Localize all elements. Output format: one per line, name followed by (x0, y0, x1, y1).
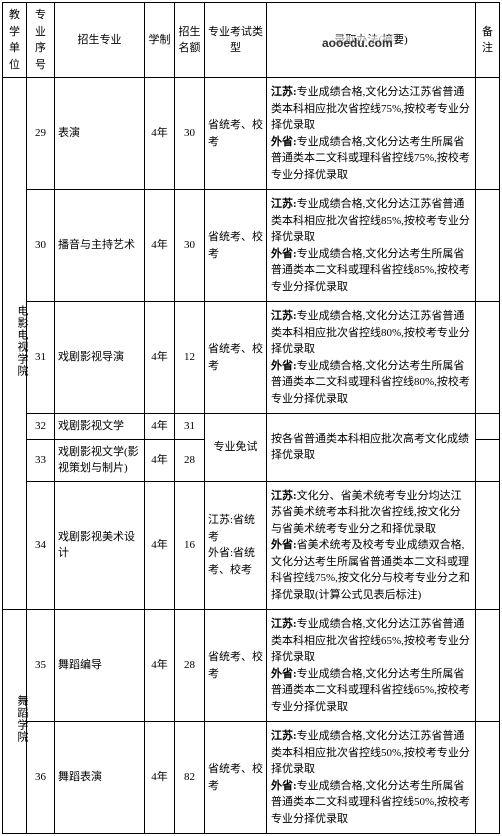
major-cell: 播音与主持艺术 (55, 190, 145, 302)
duration-cell: 4年 (145, 302, 175, 414)
table-row: 36舞蹈表演4年82省统考、校考江苏:专业成绩合格,文化分达江苏省普通类本科相应… (3, 722, 500, 834)
col-header: 备注 (476, 3, 500, 78)
exam-cell: 省统考、校考 (205, 610, 267, 722)
unit-cell: 电影电视学院 (3, 78, 27, 610)
col-header: 教学单位 (3, 3, 27, 78)
col-header: 招生专业 (55, 3, 145, 78)
exam-cell: 省统考、校考 (205, 190, 267, 302)
duration-cell: 4年 (145, 414, 175, 440)
quota-cell: 82 (175, 722, 205, 834)
table-body: 电影电视学院29表演4年30省统考、校考江苏:专业成绩合格,文化分达江苏省普通类… (3, 78, 500, 834)
major-cell: 戏剧影视文学 (55, 414, 145, 440)
note-cell (476, 190, 500, 302)
major-cell: 表演 (55, 78, 145, 190)
admission-cell: 江苏:专业成绩合格,文化分达江苏省普通类本科相应批次省控线65%,按校考专业分择… (267, 610, 476, 722)
admission-cell: 按各省普通类本科相应批次高考文化成绩择优录取 (267, 414, 476, 482)
col-header: 录取办法(摘要) (267, 3, 476, 78)
admission-cell: 江苏:专业成绩合格,文化分达江苏省普通类本科相应批次省控线50%,按校考专业分择… (267, 722, 476, 834)
col-header: 学制 (145, 3, 175, 78)
exam-cell: 省统考、校考 (205, 302, 267, 414)
quota-cell: 12 (175, 302, 205, 414)
quota-cell: 28 (175, 439, 205, 481)
admission-cell: 江苏:专业成绩合格,文化分达江苏省普通类本科相应批次省控线85%,按校考专业分择… (267, 190, 476, 302)
quota-cell: 31 (175, 414, 205, 440)
duration-cell: 4年 (145, 439, 175, 481)
seq-cell: 30 (27, 190, 55, 302)
table-header-row: 教学单位专业序号招生专业学制招生名额专业考试类型录取办法(摘要)备注 (3, 3, 500, 78)
major-cell: 舞蹈表演 (55, 722, 145, 834)
table-row: 30播音与主持艺术4年30省统考、校考江苏:专业成绩合格,文化分达江苏省普通类本… (3, 190, 500, 302)
seq-cell: 36 (27, 722, 55, 834)
major-cell: 戏剧影视导演 (55, 302, 145, 414)
table-row: 32戏剧影视文学4年31专业免试按各省普通类本科相应批次高考文化成绩择优录取 (3, 414, 500, 440)
note-cell (476, 481, 500, 610)
note-cell (476, 302, 500, 414)
seq-cell: 32 (27, 414, 55, 440)
duration-cell: 4年 (145, 190, 175, 302)
duration-cell: 4年 (145, 722, 175, 834)
seq-cell: 31 (27, 302, 55, 414)
duration-cell: 4年 (145, 481, 175, 610)
col-header: 专业考试类型 (205, 3, 267, 78)
quota-cell: 16 (175, 481, 205, 610)
col-header: 专业序号 (27, 3, 55, 78)
quota-cell: 28 (175, 610, 205, 722)
seq-cell: 35 (27, 610, 55, 722)
seq-cell: 29 (27, 78, 55, 190)
note-cell (476, 78, 500, 190)
quota-cell: 30 (175, 190, 205, 302)
note-cell (476, 722, 500, 834)
exam-cell: 省统考、校考 (205, 78, 267, 190)
unit-cell: 舞蹈学院 (3, 610, 27, 834)
duration-cell: 4年 (145, 610, 175, 722)
note-cell (476, 439, 500, 481)
seq-cell: 33 (27, 439, 55, 481)
exam-cell: 省统考、校考 (205, 722, 267, 834)
admission-cell: 江苏:文化分、省美术统考专业分均达江苏省美术统考本科批次省控线,按文化分与省美术… (267, 481, 476, 610)
table-row: 34戏剧影视美术设计4年16江苏:省统考外省:省统考、校考江苏:文化分、省美术统… (3, 481, 500, 610)
major-cell: 戏剧影视美术设计 (55, 481, 145, 610)
note-cell (476, 610, 500, 722)
major-cell: 戏剧影视文学(影视策划与制片) (55, 439, 145, 481)
admission-cell: 江苏:专业成绩合格,文化分达江苏省普通类本科相应批次省控线75%,按校考专业分择… (267, 78, 476, 190)
note-cell (476, 414, 500, 440)
seq-cell: 34 (27, 481, 55, 610)
table-row: 31戏剧影视导演4年12省统考、校考江苏:专业成绩合格,文化分达江苏省普通类本科… (3, 302, 500, 414)
table-row: 舞蹈学院35舞蹈编导4年28省统考、校考江苏:专业成绩合格,文化分达江苏省普通类… (3, 610, 500, 722)
exam-cell: 江苏:省统考外省:省统考、校考 (205, 481, 267, 610)
major-cell: 舞蹈编导 (55, 610, 145, 722)
col-header: 招生名额 (175, 3, 205, 78)
duration-cell: 4年 (145, 78, 175, 190)
exam-cell: 专业免试 (205, 414, 267, 482)
quota-cell: 30 (175, 78, 205, 190)
table-row: 电影电视学院29表演4年30省统考、校考江苏:专业成绩合格,文化分达江苏省普通类… (3, 78, 500, 190)
admission-table: 教学单位专业序号招生专业学制招生名额专业考试类型录取办法(摘要)备注 电影电视学… (2, 2, 500, 834)
admission-cell: 江苏:专业成绩合格,文化分达江苏省普通类本科相应批次省控线80%,按校考专业分择… (267, 302, 476, 414)
